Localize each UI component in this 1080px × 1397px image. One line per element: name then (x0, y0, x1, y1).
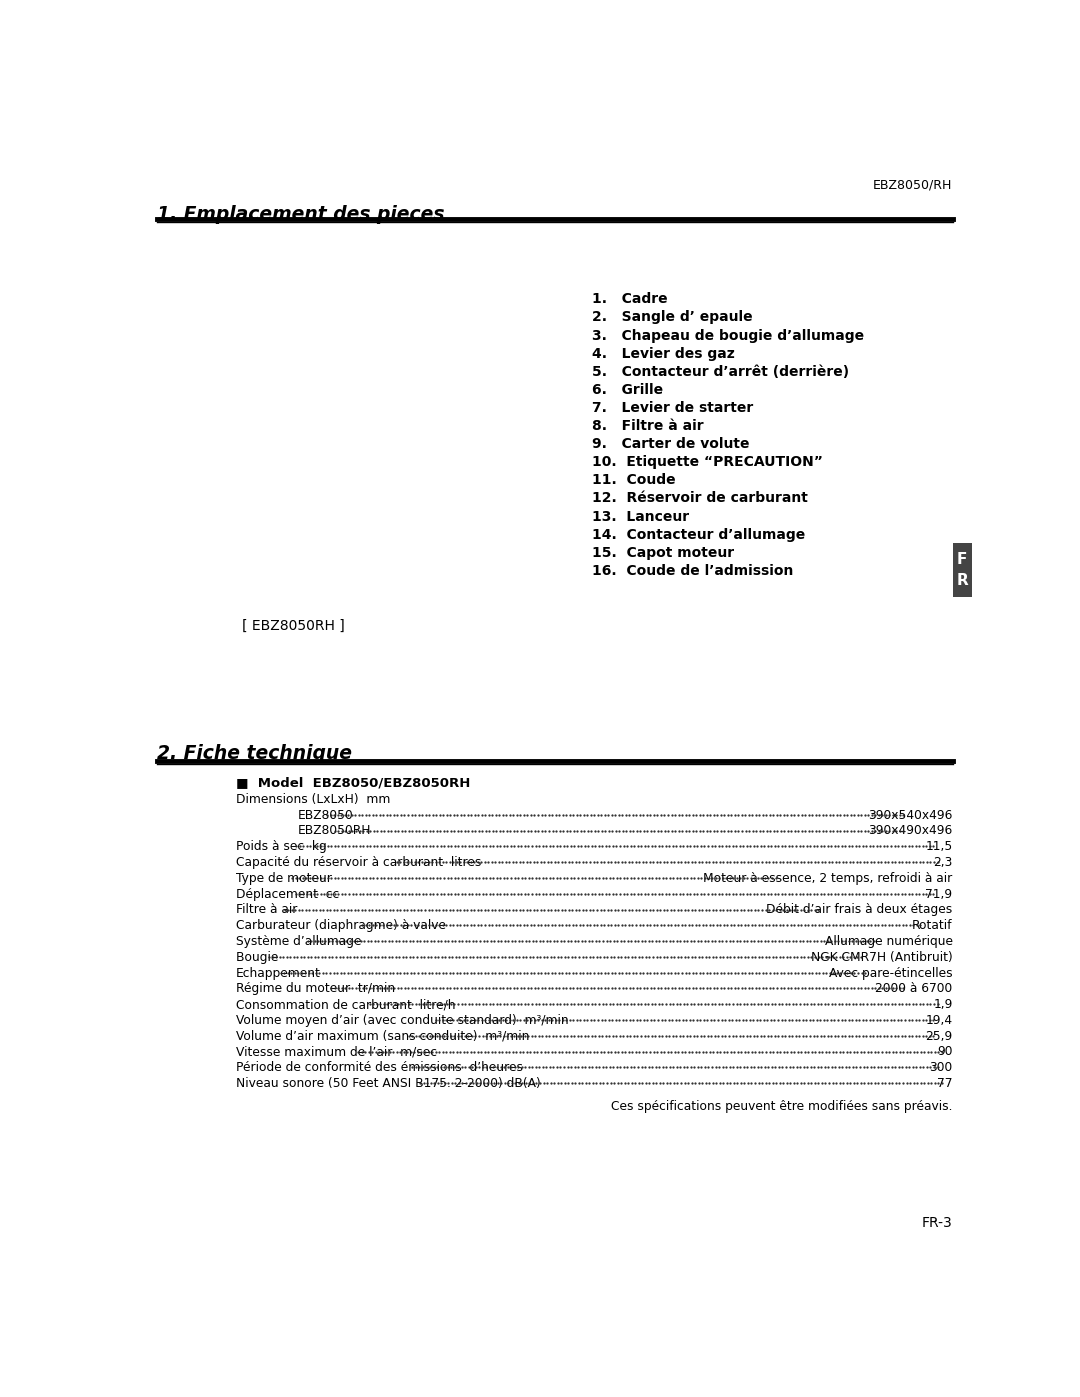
Text: [ EBZ8050RH ]: [ EBZ8050RH ] (243, 619, 346, 633)
Text: 2,3: 2,3 (933, 856, 953, 869)
Text: 90: 90 (937, 1045, 953, 1059)
Text: 14.  Contacteur d’allumage: 14. Contacteur d’allumage (592, 528, 806, 542)
Text: Déplacement  cc: Déplacement cc (235, 887, 339, 901)
Text: Volume moyen d’air (avec conduite standard)  m³/min: Volume moyen d’air (avec conduite standa… (235, 1014, 568, 1027)
Text: 19,4: 19,4 (926, 1014, 953, 1027)
Text: Type de moteur: Type de moteur (235, 872, 332, 884)
Text: Echappement: Echappement (235, 967, 321, 979)
Text: Débit d’air frais à deux étages: Débit d’air frais à deux étages (767, 904, 953, 916)
Text: 390x490x496: 390x490x496 (868, 824, 953, 837)
Text: 9.   Carter de volute: 9. Carter de volute (592, 437, 750, 451)
Text: Dimensions (LxLxH)  mm: Dimensions (LxLxH) mm (235, 793, 390, 806)
Text: 25,9: 25,9 (926, 1030, 953, 1042)
Text: F: F (957, 552, 968, 567)
Text: 71,9: 71,9 (926, 887, 953, 901)
Text: 2. Fiche technique: 2. Fiche technique (157, 743, 352, 763)
Text: Bougie: Bougie (235, 951, 286, 964)
Text: Rotatif: Rotatif (913, 919, 953, 932)
Text: Système d’allumage: Système d’allumage (235, 935, 361, 949)
Text: Vitesse maximum de l’air  m/sec: Vitesse maximum de l’air m/sec (235, 1045, 436, 1059)
Text: 1. Emplacement des pieces: 1. Emplacement des pieces (157, 204, 444, 224)
Text: Poids à sec  kg: Poids à sec kg (235, 840, 326, 854)
Text: 77: 77 (937, 1077, 953, 1090)
Text: Allumage numérique: Allumage numérique (825, 935, 953, 949)
Text: Ces spécifications peuvent être modifiées sans préavis.: Ces spécifications peuvent être modifiée… (611, 1101, 953, 1113)
Text: 1.   Cadre: 1. Cadre (592, 292, 667, 306)
Text: Filtre à air: Filtre à air (235, 904, 297, 916)
Text: Régime du moteur  tr/min: Régime du moteur tr/min (235, 982, 395, 995)
Text: 6.   Grille: 6. Grille (592, 383, 663, 397)
Text: 2000 à 6700: 2000 à 6700 (876, 982, 953, 995)
Text: 4.   Levier des gaz: 4. Levier des gaz (592, 346, 735, 360)
Text: Période de conformité des émissions  d’heures: Période de conformité des émissions d’he… (235, 1062, 523, 1074)
Text: Moteur à essence, 2 temps, refroidi à air: Moteur à essence, 2 temps, refroidi à ai… (703, 872, 953, 884)
Text: 3.   Chapeau de bougie d’allumage: 3. Chapeau de bougie d’allumage (592, 328, 864, 342)
Text: 300: 300 (930, 1062, 953, 1074)
Text: Niveau sonore (50 Feet ANSI B175. 2-2000) dB(A): Niveau sonore (50 Feet ANSI B175. 2-2000… (235, 1077, 540, 1090)
Text: EBZ8050RH: EBZ8050RH (298, 824, 372, 837)
Text: Volume d’air maximum (sans conduite)  m³/min: Volume d’air maximum (sans conduite) m³/… (235, 1030, 529, 1042)
Text: NGK CMR7H (Antibruit): NGK CMR7H (Antibruit) (811, 951, 953, 964)
Bar (953, 542, 972, 597)
Text: 10.  Etiquette “PRECAUTION”: 10. Etiquette “PRECAUTION” (592, 455, 823, 469)
Text: 1,9: 1,9 (933, 997, 953, 1011)
Text: 2.   Sangle d’ epaule: 2. Sangle d’ epaule (592, 310, 753, 324)
Text: 15.  Capot moteur: 15. Capot moteur (592, 546, 734, 560)
Text: 12.  Réservoir de carburant: 12. Réservoir de carburant (592, 492, 808, 506)
Text: 13.  Lanceur: 13. Lanceur (592, 510, 689, 524)
Text: 8.   Filtre à air: 8. Filtre à air (592, 419, 704, 433)
Text: 390x540x496: 390x540x496 (868, 809, 953, 821)
Text: FR-3: FR-3 (922, 1217, 953, 1231)
Text: Avec pare-étincelles: Avec pare-étincelles (829, 967, 953, 979)
Text: 16.  Coude de l’admission: 16. Coude de l’admission (592, 564, 794, 578)
Text: 11.  Coude: 11. Coude (592, 474, 676, 488)
Text: Capacité du réservoir à carburant  litres: Capacité du réservoir à carburant litres (235, 856, 481, 869)
Text: EBZ8050: EBZ8050 (298, 809, 353, 821)
Text: 7.   Levier de starter: 7. Levier de starter (592, 401, 754, 415)
Text: EBZ8050/RH: EBZ8050/RH (874, 179, 953, 191)
Text: 11,5: 11,5 (926, 840, 953, 854)
Text: Consommation de carburant  litre/h: Consommation de carburant litre/h (235, 997, 456, 1011)
Text: 5.   Contacteur d’arrêt (derrière): 5. Contacteur d’arrêt (derrière) (592, 365, 849, 379)
Text: Carburateur (diaphragme) à valve: Carburateur (diaphragme) à valve (235, 919, 446, 932)
Text: R: R (957, 573, 968, 588)
Text: ■  Model  EBZ8050/EBZ8050RH: ■ Model EBZ8050/EBZ8050RH (235, 775, 470, 789)
